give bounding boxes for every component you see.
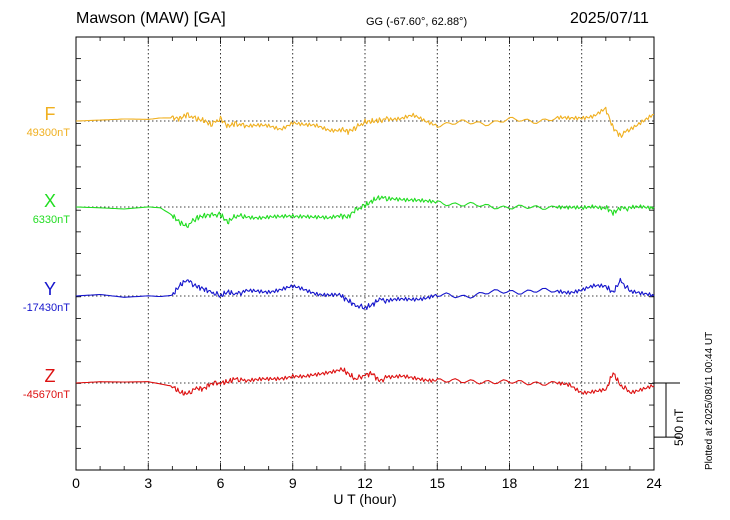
scale-bar-label: 500 nT [672, 408, 686, 446]
component-x-label: X [43, 191, 56, 211]
component-f-baseline: 49300nT [26, 127, 70, 139]
x-tick-label: 24 [646, 475, 662, 491]
series-line-x [75, 195, 655, 229]
component-x-baseline: 6330nT [32, 214, 70, 226]
component-y-label: Y [43, 279, 56, 299]
plotted-timestamp: Plotted at 2025/08/11 00:44 UT [704, 331, 715, 470]
series-line-f [75, 106, 654, 138]
x-tick-label: 3 [144, 475, 152, 491]
component-z-baseline: -45670nT [22, 389, 70, 401]
x-tick-label: 21 [574, 475, 590, 491]
x-tick-label: 9 [289, 475, 297, 491]
station-title: Mawson (MAW) [GA] [76, 10, 226, 27]
x-axis-label: U T (hour) [333, 491, 396, 507]
x-tick-label: 18 [502, 475, 518, 491]
component-y-baseline: -17430nT [22, 302, 70, 314]
chart-date: 2025/07/11 [570, 10, 649, 27]
x-tick-label: 6 [217, 475, 225, 491]
component-f-label: F [44, 104, 56, 124]
component-z-label: Z [44, 366, 56, 386]
station-coordinates: GG (-67.60°, 62.88°) [366, 16, 468, 28]
x-tick-label: 15 [429, 475, 445, 491]
x-tick-label: 12 [357, 475, 373, 491]
x-tick-label: 0 [72, 475, 80, 491]
series-line-y [75, 277, 655, 311]
series-line-z [75, 367, 655, 396]
